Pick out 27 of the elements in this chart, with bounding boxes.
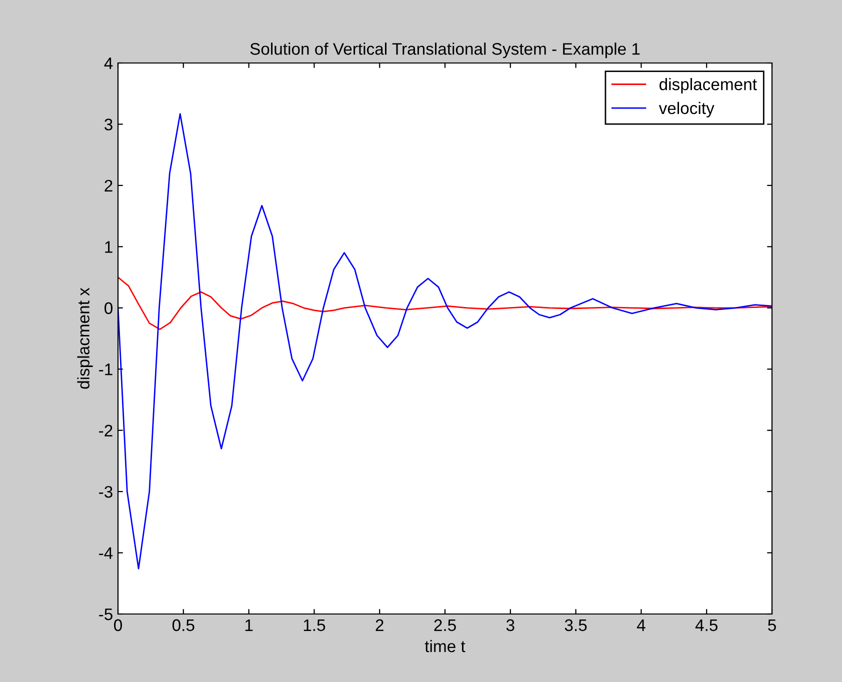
y-tick-label: 2 bbox=[104, 180, 112, 192]
line-series bbox=[118, 276, 772, 330]
x-tick-label: 2 bbox=[376, 619, 384, 631]
x-tick-label: 2.5 bbox=[434, 619, 456, 632]
legend-label: displacement bbox=[660, 78, 757, 94]
x-tick-label: 5 bbox=[768, 619, 776, 632]
x-tick-label: 0 bbox=[114, 619, 122, 632]
y-tick-label: -5 bbox=[99, 608, 112, 620]
x-tick-label: 1 bbox=[245, 619, 253, 631]
chart-title: Solution of Vertical Translational System - Example 1 bbox=[250, 42, 640, 58]
x-tick-label: 1.5 bbox=[304, 619, 326, 632]
x-axis-title: time t bbox=[424, 640, 466, 652]
x-tick-label: 0.5 bbox=[172, 619, 194, 632]
y-tick-label: 0 bbox=[104, 302, 112, 314]
y-axis-title: displacment x bbox=[77, 288, 93, 389]
x-tick-label: 3 bbox=[506, 619, 514, 632]
x-tick-label: 4 bbox=[636, 619, 646, 631]
y-tick-label: -1 bbox=[99, 364, 112, 376]
y-tick-label: -4 bbox=[99, 547, 113, 559]
y-tick-label: -2 bbox=[99, 424, 112, 436]
y-tick-label: -3 bbox=[99, 486, 112, 498]
x-tick-label: 3.5 bbox=[564, 619, 587, 632]
legend-label: velocity bbox=[658, 102, 714, 118]
y-tick-label: 4 bbox=[104, 58, 113, 70]
y-tick-label: 1 bbox=[105, 241, 112, 253]
y-tick-label: 3 bbox=[104, 118, 112, 130]
x-tick-label: 4.5 bbox=[695, 619, 718, 632]
